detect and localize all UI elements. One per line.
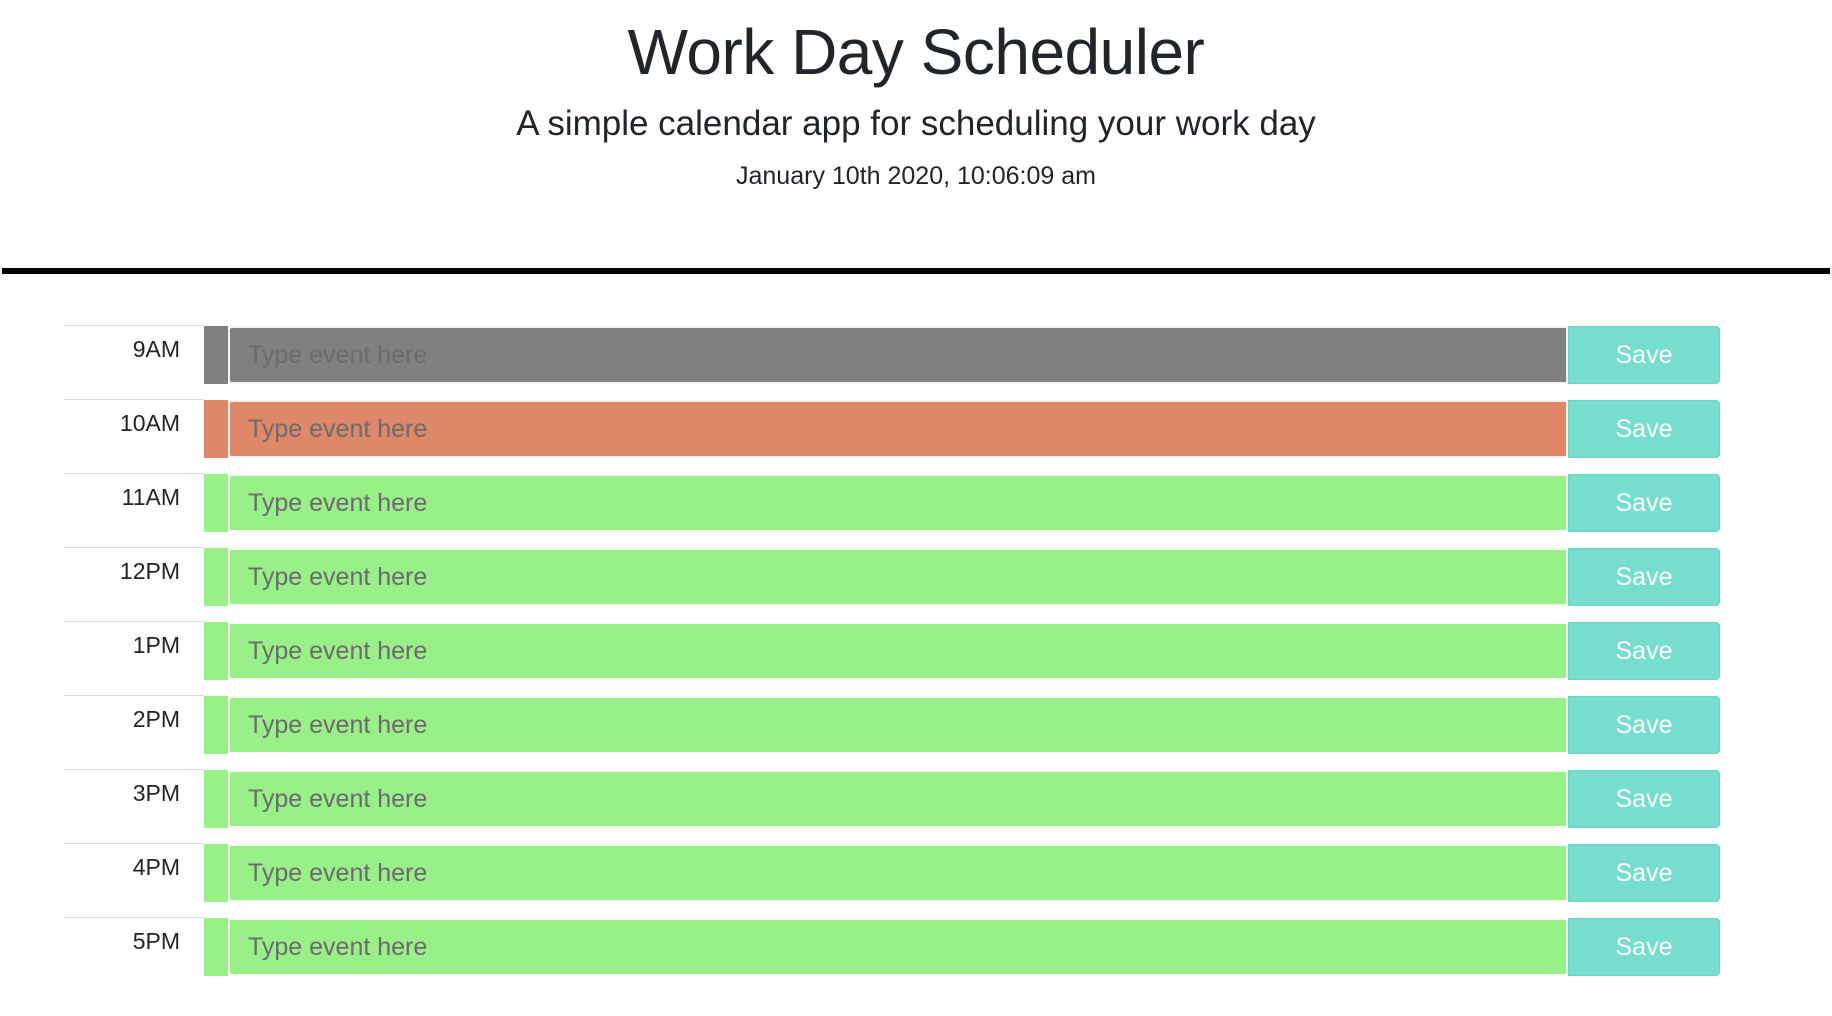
time-block-2pm: 2PM Save	[64, 695, 1720, 754]
state-strip	[204, 844, 228, 902]
state-strip	[204, 696, 228, 754]
save-button[interactable]: Save	[1568, 326, 1720, 384]
save-button[interactable]: Save	[1568, 548, 1720, 606]
save-button[interactable]: Save	[1568, 844, 1720, 902]
save-button[interactable]: Save	[1568, 400, 1720, 458]
state-strip	[204, 400, 228, 458]
state-strip	[204, 474, 228, 532]
page-title: Work Day Scheduler	[627, 16, 1205, 88]
page-subtitle: A simple calendar app for scheduling you…	[516, 104, 1316, 143]
state-strip	[204, 326, 228, 384]
hour-label: 5PM	[64, 917, 204, 991]
time-block-11am: 11AM Save	[64, 473, 1720, 532]
save-button[interactable]: Save	[1568, 770, 1720, 828]
hour-label: 11AM	[64, 473, 204, 547]
save-button[interactable]: Save	[1568, 622, 1720, 680]
hour-label: 2PM	[64, 695, 204, 769]
event-input[interactable]	[228, 474, 1568, 532]
event-input[interactable]	[228, 918, 1568, 976]
state-strip	[204, 548, 228, 606]
time-block-3pm: 3PM Save	[64, 769, 1720, 828]
time-block-9am: 9AM Save	[64, 325, 1720, 384]
save-button[interactable]: Save	[1568, 696, 1720, 754]
hour-label: 4PM	[64, 843, 204, 917]
hour-label: 10AM	[64, 399, 204, 473]
event-input[interactable]	[228, 548, 1568, 606]
current-date-time: January 10th 2020, 10:06:09 am	[736, 162, 1096, 190]
event-input[interactable]	[228, 844, 1568, 902]
state-strip	[204, 622, 228, 680]
hour-label: 12PM	[64, 547, 204, 621]
event-input[interactable]	[228, 696, 1568, 754]
time-block-4pm: 4PM Save	[64, 843, 1720, 902]
hour-label: 1PM	[64, 621, 204, 695]
state-strip	[204, 918, 228, 976]
event-input[interactable]	[228, 622, 1568, 680]
state-strip	[204, 770, 228, 828]
header-divider	[2, 268, 1830, 274]
save-button[interactable]: Save	[1568, 918, 1720, 976]
hour-label: 9AM	[64, 325, 204, 399]
event-input[interactable]	[228, 326, 1568, 384]
save-button[interactable]: Save	[1568, 474, 1720, 532]
hour-label: 3PM	[64, 769, 204, 843]
time-block-5pm: 5PM Save	[64, 917, 1720, 976]
event-input[interactable]	[228, 770, 1568, 828]
header: Work Day Scheduler A simple calendar app…	[0, 0, 1832, 278]
time-block-12pm: 12PM Save	[64, 547, 1720, 606]
time-block-1pm: 1PM Save	[64, 621, 1720, 680]
time-block-10am: 10AM Save	[64, 399, 1720, 458]
time-block-list: 9AM Save 10AM Save 11AM Save 12PM Save 1…	[64, 325, 1720, 992]
event-input[interactable]	[228, 400, 1568, 458]
